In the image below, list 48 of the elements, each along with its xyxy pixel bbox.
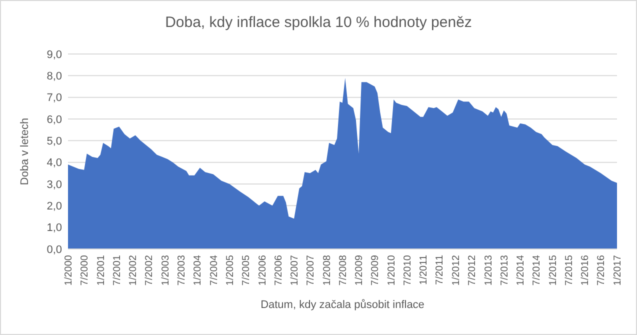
x-tick-label: 7/2006 bbox=[273, 254, 284, 286]
x-tick-label: 7/2014 bbox=[532, 254, 543, 286]
y-axis-title: Doba v letech bbox=[19, 118, 31, 186]
x-axis-title: Datum, kdy začala působit inflace bbox=[260, 299, 424, 311]
x-tick-label: 1/2017 bbox=[612, 254, 624, 286]
x-tick-label: 1/2000 bbox=[64, 254, 74, 286]
y-tick-label: 8,0 bbox=[46, 70, 62, 83]
chart-title: Doba, kdy inflace spolkla 10 % hodnoty peněz bbox=[165, 14, 472, 31]
x-tick-label: 1/2005 bbox=[225, 254, 236, 286]
x-tick-label: 1/2012 bbox=[450, 254, 462, 286]
x-tick-label: 7/2001 bbox=[112, 254, 123, 286]
x-tick-label: 1/2003 bbox=[160, 254, 172, 286]
x-tick-label: 7/2007 bbox=[306, 254, 317, 286]
x-tick-label: 7/2003 bbox=[176, 254, 188, 286]
x-tick-label: 1/2007 bbox=[290, 254, 301, 286]
x-tick-label: 7/2010 bbox=[402, 254, 414, 286]
x-tick-label: 7/2004 bbox=[208, 254, 220, 286]
y-tick-label: 1,0 bbox=[46, 222, 62, 234]
y-tick-label: 2,0 bbox=[46, 200, 62, 213]
x-tick-label: 1/2013 bbox=[483, 254, 494, 286]
x-tick-label: 1/2002 bbox=[128, 254, 140, 286]
x-tick-label: 7/2002 bbox=[144, 254, 156, 286]
x-tick-label: 1/2009 bbox=[354, 254, 366, 286]
x-tick-label: 1/2014 bbox=[516, 254, 527, 286]
x-tick-label: 7/2012 bbox=[467, 254, 478, 286]
x-tick-label: 1/2006 bbox=[257, 254, 268, 286]
x-tick-label: 7/2011 bbox=[434, 254, 446, 285]
x-tick-label: 1/2011 bbox=[418, 254, 430, 285]
x-tick-label: 7/2005 bbox=[241, 254, 252, 286]
y-tick-label: 4,0 bbox=[46, 157, 62, 170]
y-tick-label: 6,0 bbox=[46, 114, 62, 126]
x-tick-label: 7/2008 bbox=[338, 254, 349, 286]
x-tick-label: 1/2010 bbox=[386, 254, 398, 286]
x-tick-label: 7/2015 bbox=[564, 254, 575, 286]
x-tick-label: 7/2013 bbox=[499, 254, 510, 286]
x-tick-label: 1/2001 bbox=[96, 254, 107, 286]
x-tick-label: 7/2000 bbox=[80, 254, 91, 286]
y-tick-label: 7,0 bbox=[46, 92, 62, 104]
x-tick-label: 1/2008 bbox=[322, 254, 333, 286]
y-tick-label: 5,0 bbox=[46, 136, 62, 148]
x-tick-label: 1/2004 bbox=[192, 254, 204, 286]
x-tick-label: 1/2015 bbox=[548, 254, 559, 286]
x-tick-label: 7/2009 bbox=[370, 254, 382, 286]
y-tick-label: 0,0 bbox=[46, 244, 62, 256]
x-tick-label: 7/2016 bbox=[596, 254, 608, 286]
y-tick-label: 3,0 bbox=[46, 178, 62, 191]
y-tick-label: 9,0 bbox=[46, 48, 62, 61]
x-tick-label: 1/2016 bbox=[580, 254, 592, 286]
